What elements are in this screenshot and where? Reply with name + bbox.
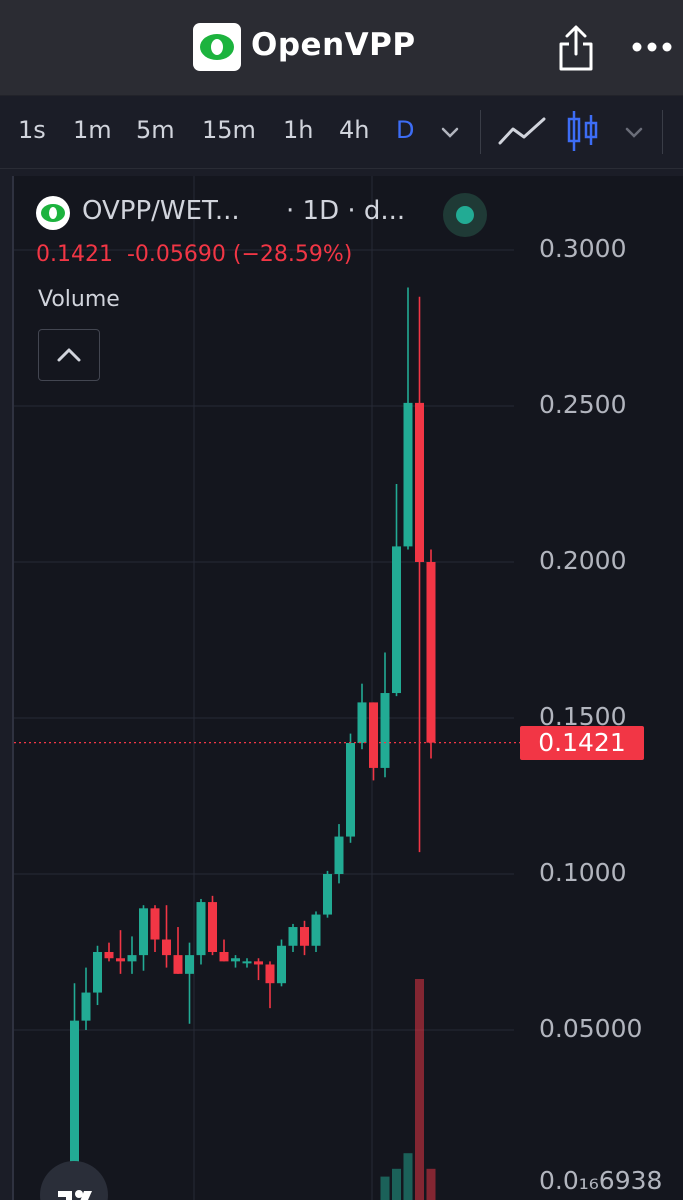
price-axis-label: 0.05000 [539, 1014, 643, 1043]
price-chart[interactable]: OVPP/WET... · 1D · d... 0.1421 -0.05690 … [12, 176, 683, 1200]
candle-body [415, 402, 424, 562]
share-button[interactable] [557, 24, 595, 72]
symbol-interval: · 1D · d... [286, 196, 406, 226]
candle-body [93, 952, 102, 993]
candle-body [392, 546, 401, 694]
toolbar-divider [662, 110, 663, 154]
openvpp-logo-icon [193, 23, 241, 71]
candle-body [219, 952, 229, 962]
candle-body [334, 836, 344, 874]
timeframe-4h[interactable]: 4h [339, 116, 370, 144]
symbol-pair[interactable]: OVPP/WET... [82, 196, 240, 226]
candlestick-icon[interactable] [566, 109, 600, 153]
candle-body [300, 927, 309, 946]
candle-body [311, 914, 321, 946]
candle-body [116, 958, 125, 962]
last-price-badge: 0.1421 [520, 726, 644, 760]
candle-body [70, 1020, 79, 1171]
line-chart-icon[interactable] [498, 116, 546, 146]
market-status-icon[interactable] [443, 193, 487, 237]
candle-body [139, 908, 148, 956]
share-icon [559, 25, 593, 71]
candle-body [104, 952, 114, 959]
candlestick-chart [14, 176, 520, 1200]
more-horizontal-icon [632, 42, 672, 52]
price-axis-label: 0.2000 [539, 546, 627, 575]
chevron-up-icon [57, 348, 81, 362]
price-axis-label: 0.1000 [539, 858, 627, 887]
candle-body [81, 992, 91, 1021]
price-axis-label: 0.0₁₆6938 [539, 1166, 663, 1195]
volume-bar [392, 1168, 401, 1200]
timeframe-1s[interactable]: 1s [18, 116, 46, 144]
candle-body [403, 402, 413, 547]
volume-bar [403, 1153, 413, 1200]
candle-body [185, 955, 194, 974]
more-options-button[interactable] [632, 38, 672, 56]
top-app-bar: OpenVPP [0, 0, 683, 96]
tradingview-logo-icon[interactable] [40, 1161, 108, 1200]
candle-body [242, 961, 252, 964]
tv-mark-icon [58, 1190, 92, 1200]
candle-body [150, 908, 160, 940]
candle-body [277, 945, 286, 984]
candle-body [127, 955, 137, 962]
candle-body [357, 702, 367, 743]
candle-body [288, 927, 298, 946]
chevron-down-icon[interactable] [624, 126, 644, 140]
price-axis-label: 0.3000 [539, 234, 627, 263]
chevron-down-icon[interactable] [440, 126, 460, 140]
candle-body [162, 939, 171, 956]
timeframe-1h[interactable]: 1h [283, 116, 314, 144]
volume-bar [426, 1168, 436, 1200]
candle-body [426, 562, 436, 743]
timeframe-d[interactable]: D [396, 116, 415, 144]
collapse-legend-button[interactable] [38, 329, 100, 381]
candle-body [231, 958, 240, 962]
candle-body [369, 702, 378, 768]
ohlc-values: 0.1421 -0.05690 (−28.59%) [36, 242, 353, 267]
volume-bar [415, 979, 424, 1200]
toolbar-divider [480, 110, 481, 154]
candle-body [380, 693, 390, 768]
candle-body [196, 902, 206, 956]
app-title: OpenVPP [251, 27, 416, 63]
timeframe-1m[interactable]: 1m [73, 116, 112, 144]
candle-body [173, 955, 183, 974]
candle-body [323, 874, 332, 915]
timeframe-5m[interactable]: 5m [136, 116, 175, 144]
candle-body [265, 964, 275, 984]
candle-body [254, 961, 263, 965]
volume-indicator-label[interactable]: Volume [38, 287, 120, 312]
token-logo-icon [36, 196, 70, 230]
volume-bar [380, 1176, 390, 1200]
timeframe-15m[interactable]: 15m [202, 116, 256, 144]
candle-body [208, 902, 217, 952]
candle-body [346, 742, 355, 837]
price-axis-label: 0.2500 [539, 390, 627, 419]
timeframe-toolbar: 1s 1m 5m 15m 1h 4h D [0, 96, 683, 169]
